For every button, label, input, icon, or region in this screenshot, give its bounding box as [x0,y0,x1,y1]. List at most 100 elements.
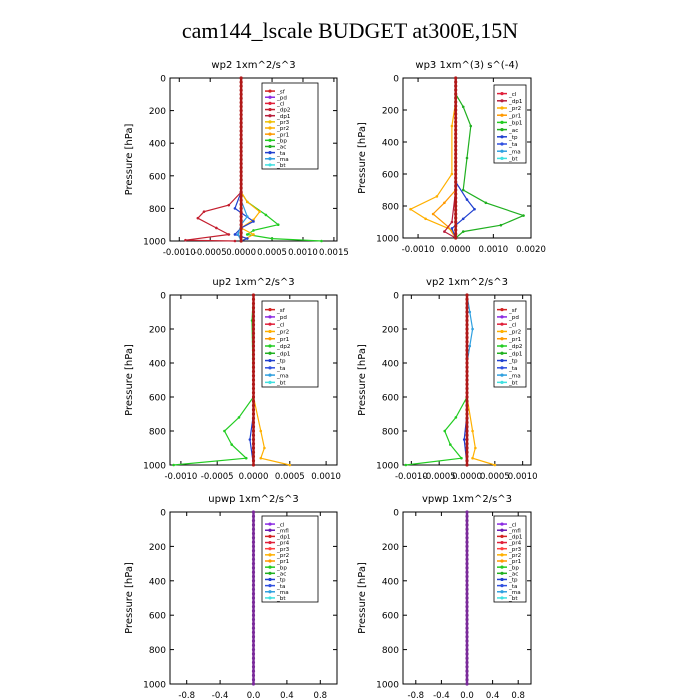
zero-profile-marker [251,583,256,587]
zero-profile-marker [251,540,256,544]
legend-marker [268,380,272,384]
series-point [252,229,255,232]
zero-profile-marker [239,133,243,137]
legend-label: _pd [276,315,287,321]
legend-label: _bt [276,163,286,169]
zero-profile-marker [251,459,256,463]
legend-label: _mfl [276,528,289,534]
legend-marker [268,351,272,355]
legend-box [493,300,527,388]
zero-profile-marker [465,617,469,622]
legend-label: _pr2 [276,330,289,336]
zero-profile-marker [239,84,243,88]
series-point [237,416,241,419]
zero-profile-marker [251,327,256,331]
legend-label: _dp1 [508,99,523,105]
zero-profile-marker [454,88,458,92]
series-line-dp1 [443,78,457,239]
y-tick-label: 800 [382,428,399,438]
legend-marker [268,132,272,136]
series-point [469,124,473,128]
x-tick-label: 0.0005 [480,472,510,482]
legend-marker [500,380,504,384]
zero-profile-marker [454,160,458,164]
legend-marker [500,522,504,526]
legend-marker [268,565,272,569]
y-tick-label: 400 [382,139,399,149]
zero-profile-marker [465,622,469,626]
zero-profile-marker [251,344,256,348]
zero-profile-marker [251,648,256,652]
series-point [288,463,292,467]
zero-profile-marker [454,228,458,232]
x-tick-label: 0.0000 [226,248,256,258]
legend-marker [500,528,504,532]
legend: _sf_pd_cl_dp2_dp1_pr3_pr2_pr1_bp_ac_ta_m… [261,82,319,170]
zero-profile-marker [465,639,469,643]
zero-profile-marker [465,314,469,318]
zero-profile-marker [454,84,458,88]
x-tick-label: 0.0010 [508,472,538,482]
legend-label: _ma [508,373,521,379]
panel-5: upwp 1xm^2/s^3 Pressure [hPa] 0 200 400 600 80… [124,494,338,700]
zero-profile-marker [465,416,469,420]
zero-profile-marker [239,141,243,145]
zero-profile-marker [239,125,243,129]
panel-title: vp2 1xm^2/s^3 [426,277,508,288]
zero-profile-marker [454,128,458,132]
legend-marker [500,366,504,370]
zero-profile-marker [465,626,469,630]
zero-profile-marker [465,514,469,518]
zero-profile-marker [465,562,469,566]
legend-label: _sf [508,308,518,314]
panel-3: up2 1xm^2/s^3 Pressure [hPa] 0 200 400 600 800… [124,277,341,482]
legend-marker [268,373,272,377]
zero-profile-marker [465,600,469,604]
zero-profile-marker [239,153,243,158]
zero-profile-marker [251,587,256,592]
series-point [264,213,268,217]
series-point [196,216,200,220]
legend-marker [500,553,504,557]
zero-profile-marker [239,166,243,170]
zero-profile-marker [239,149,243,153]
legend-marker [268,571,272,575]
zero-profile-marker [251,635,256,639]
zero-profile-marker [251,369,256,374]
panel-6: vpwp 1xm^2/s^3 Pressure [hPa] 0 200 400 600 80… [357,494,532,700]
y-tick-label: 1000 [143,238,166,248]
zero-profile-marker [454,180,458,184]
legend-marker [500,322,504,326]
zero-profile-marker [251,437,256,442]
legend-label: _dp1 [276,114,291,120]
zero-profile-marker [239,219,243,223]
zero-profile-marker [454,200,458,204]
zero-profile-marker [251,386,256,391]
legend-label: _bt [276,381,286,387]
zero-profile-marker [465,579,469,583]
legend-label: _pd [276,95,287,101]
zero-profile-marker [251,531,256,536]
zero-profile-marker [251,678,256,682]
x-tick-label: 0.0020 [516,245,546,255]
zero-profile-marker [251,378,256,382]
legend-marker [500,329,504,334]
zero-profile-marker [251,514,256,518]
zero-profile-marker [251,348,256,352]
zero-profile-marker [251,523,256,527]
x-tick-label: -0.0005 [194,248,227,258]
series-point [465,198,469,201]
zero-profile-marker [251,639,256,643]
legend-box [261,300,319,388]
legend-marker [268,151,272,155]
y-tick-label: 1000 [376,681,399,691]
series-point [233,239,237,243]
legend-marker [500,373,504,377]
legend-marker [268,157,272,161]
y-tick-label: 600 [149,394,166,404]
series-point [443,201,446,205]
zero-profile-marker [465,378,469,382]
x-tick-label: 0.8 [314,691,328,700]
zero-profile-marker [251,446,256,450]
zero-profile-marker [251,557,256,561]
